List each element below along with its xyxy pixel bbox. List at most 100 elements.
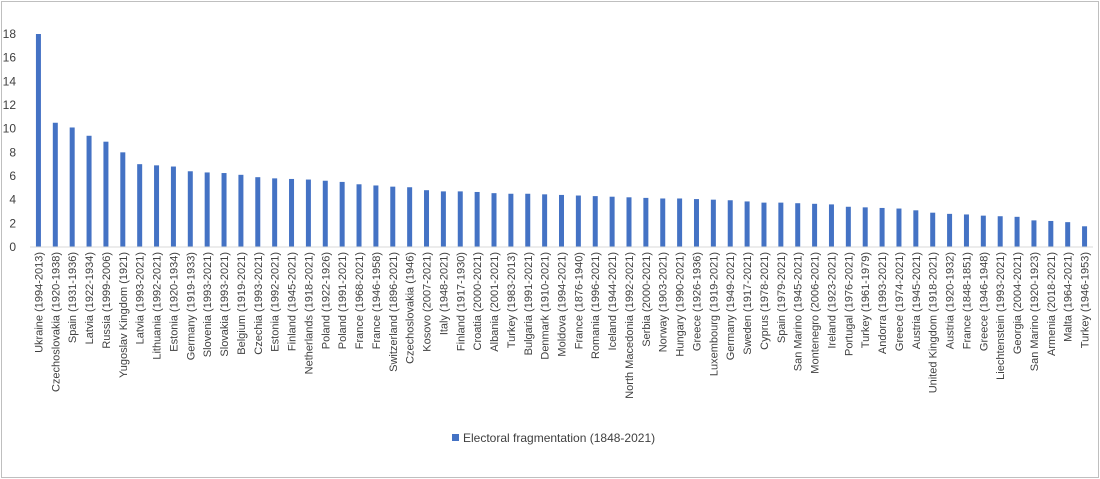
bar: [845, 206, 851, 247]
bar: [947, 213, 953, 247]
bar: [356, 184, 362, 247]
bar: [86, 135, 92, 247]
bar: [727, 200, 733, 247]
bar: [255, 177, 261, 247]
bar: [643, 197, 649, 247]
bar: [69, 127, 75, 247]
x-tick-label: Bulgaria (1991-2021): [523, 252, 535, 355]
bar: [238, 174, 244, 247]
x-tick-label: Romania (1996-2021): [590, 252, 602, 359]
x-tick-label: Albania (2001-2021): [489, 252, 501, 352]
x-tick-label: Denmark (1910-2021): [540, 252, 552, 360]
y-tick-label: 16: [3, 51, 17, 65]
y-tick-label: 14: [3, 74, 17, 88]
x-tick-label: Latvia (1922-1934): [84, 252, 96, 344]
x-axis-labels: Ukraine (1994-2013) Czechoslovakia (1920-…: [33, 252, 1091, 399]
x-tick-label: France (1968-2021): [354, 252, 366, 349]
x-tick-label: Italy (1948-2021): [438, 252, 450, 335]
bar: [525, 193, 531, 247]
bar: [609, 196, 615, 247]
y-axis: 0 2 4 6 8 10 12 14 16 18: [3, 27, 17, 254]
bar: [204, 172, 210, 247]
x-tick-label: Poland (1922-1926): [320, 252, 332, 349]
bar: [52, 122, 58, 247]
bar: [913, 210, 919, 247]
y-tick-label: 6: [9, 169, 16, 183]
bar: [693, 199, 699, 247]
x-tick-label: Switzerland (1896-2021): [388, 252, 400, 372]
x-tick-label: Finland (1917-1930): [455, 252, 467, 351]
bar: [491, 193, 497, 247]
x-tick-label: Serbia (2000-2021): [641, 252, 653, 347]
x-tick-label: Iceland (1944-2021): [607, 252, 619, 350]
x-tick-label: Estonia (1920-1934): [168, 252, 180, 352]
bar: [373, 185, 379, 247]
x-tick-label: Kosovo (2007-2021): [422, 252, 434, 352]
bar: [103, 141, 109, 247]
bar: [828, 204, 834, 247]
y-tick-label: 12: [3, 98, 17, 112]
x-tick-label: Czechia (1993-2021): [253, 252, 265, 355]
bar: [575, 195, 581, 247]
x-tick-label: France (1848-1851): [961, 252, 973, 349]
bar: [170, 166, 176, 247]
x-tick-label: Lithuania (1992-2021): [152, 252, 164, 360]
bar: [1082, 226, 1088, 247]
x-tick-label: Netherlands (1918-2021): [303, 252, 315, 374]
bar: [154, 165, 160, 247]
bar: [187, 171, 193, 247]
bar: [930, 212, 936, 247]
bar: [677, 198, 683, 247]
x-tick-label: Greece (1946-1948): [978, 252, 990, 351]
x-tick-label: Poland (1991-2021): [337, 252, 349, 349]
bar: [1065, 222, 1071, 247]
x-tick-label: Sweden (1917-2021): [742, 252, 754, 355]
bar: [1014, 216, 1020, 247]
x-tick-label: Germany (1949-2021): [725, 252, 737, 360]
x-tick-label: Finland (1945-2021): [287, 252, 299, 351]
x-tick-label: Norway (1903-2021): [658, 252, 670, 352]
bar: [272, 178, 278, 247]
x-tick-label: Greece (1974-2021): [894, 252, 906, 351]
x-tick-label: Moldova (1994-2021): [557, 252, 569, 357]
bar: [660, 198, 666, 247]
bar: [559, 194, 564, 247]
y-tick-label: 18: [3, 27, 17, 41]
x-tick-label: Luxembourg (1919-2021): [708, 252, 720, 376]
bar: [339, 181, 345, 247]
bar: [812, 203, 818, 247]
y-tick-label: 10: [3, 122, 17, 136]
x-tick-label: Greece (1926-1936): [691, 252, 703, 351]
x-tick-label: Slovakia (1993-2021): [219, 252, 231, 357]
x-tick-label: Armenia (2018-2021): [1046, 252, 1058, 356]
bar: [997, 216, 1003, 247]
bar: [390, 186, 396, 247]
x-tick-label: Austria (1945-2021): [911, 252, 923, 349]
bar: [980, 215, 986, 247]
bar: [795, 203, 801, 247]
bar: [626, 197, 632, 247]
x-tick-label: Belgium (1919-2021): [236, 252, 248, 355]
bar: [879, 207, 885, 247]
bar: [896, 208, 902, 247]
x-tick-label: Estonia (1992-2021): [270, 252, 282, 352]
x-tick-label: North Macedonia (1992-2021): [624, 252, 636, 399]
x-tick-label: San Marino (1920-1923): [1029, 252, 1041, 371]
bar: [424, 190, 430, 247]
bar: [1031, 220, 1037, 247]
bar: [440, 191, 446, 247]
x-tick-label: Ireland (1923-2021): [826, 252, 838, 349]
legend-label: Electoral fragmentation (1848-2021): [463, 431, 655, 445]
bar: [761, 202, 767, 247]
bar: [710, 199, 716, 247]
x-tick-label: Turkey (1946-1953): [1080, 252, 1092, 348]
x-tick-label: Russia (1999-2006): [101, 252, 113, 349]
bar: [963, 214, 969, 247]
y-tick-label: 2: [9, 216, 16, 230]
x-tick-label: Turkey (1983-2013): [506, 252, 518, 348]
x-tick-label: Latvia (1993-2021): [135, 252, 147, 344]
y-tick-label: 4: [9, 193, 16, 207]
x-tick-label: Montenegro (2006-2021): [810, 252, 822, 374]
bar-series: [35, 34, 1088, 247]
